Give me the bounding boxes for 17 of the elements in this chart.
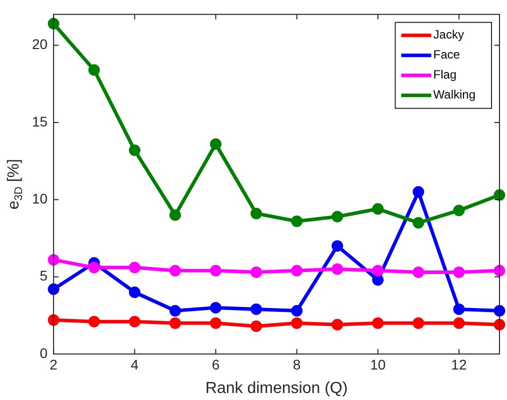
x-tick-label: 12: [451, 356, 467, 372]
x-axis-title: Rank dimension (Q): [205, 380, 348, 397]
y-tick-label: 15: [32, 113, 48, 130]
y-axis-title: e3D [%]: [5, 158, 26, 210]
legend-label: Face: [433, 48, 460, 62]
x-tick-label: 10: [370, 356, 386, 372]
x-tick-label: 2: [50, 356, 58, 372]
legend-label: Jacky: [433, 28, 464, 42]
y-tick-label: 0: [40, 344, 48, 361]
x-tick-label: 8: [292, 356, 301, 372]
y-tick-label: 5: [40, 268, 48, 284]
legend-label: Walking: [433, 88, 476, 102]
x-tick-label: 4: [130, 356, 139, 372]
y-tick-label: 10: [32, 190, 48, 206]
x-tick-label: 6: [212, 356, 220, 372]
legend-label: Flag: [433, 68, 457, 82]
y-tick-label: 20: [32, 36, 48, 52]
